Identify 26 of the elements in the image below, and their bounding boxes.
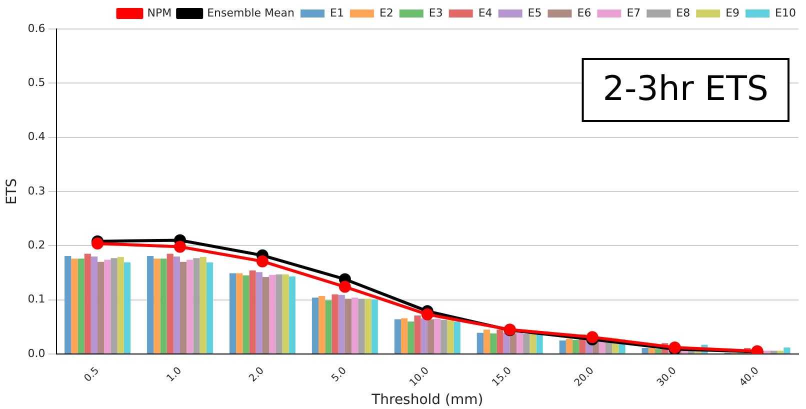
legend-label: E2 <box>379 6 394 20</box>
legend-label: E3 <box>428 6 443 20</box>
x-tick-label: 5.0 <box>330 365 349 384</box>
legend-label: E10 <box>775 6 796 20</box>
y-axis-title: ETS <box>4 178 20 205</box>
y-tick-label: 0.4 <box>28 130 46 144</box>
legend-label: E4 <box>478 6 492 20</box>
legend-label: NPM <box>147 6 172 20</box>
annotation: 2-3hr ETS <box>602 68 768 109</box>
legend-label: E1 <box>330 6 344 20</box>
legend-label: Ensemble Mean <box>207 6 295 20</box>
y-tick-label: 0.3 <box>28 184 46 198</box>
y-tick-label: 0.6 <box>28 22 46 35</box>
y-tick-label: 0.5 <box>28 76 46 90</box>
legend-label: E8 <box>676 6 690 20</box>
legend-label: E6 <box>577 6 592 20</box>
x-axis-title: Threshold (mm) <box>370 392 484 408</box>
x-tick-label: 0.5 <box>82 365 102 384</box>
legend-label: E7 <box>626 6 641 20</box>
y-tick-label: 0.2 <box>28 238 46 252</box>
y-tick-label: 0.1 <box>28 292 46 306</box>
legend-label: E9 <box>726 6 740 20</box>
x-tick-label: 2.0 <box>247 365 266 384</box>
legend-label: E5 <box>528 6 542 20</box>
x-tick-label: 1.0 <box>164 365 184 384</box>
y-tick-label: 0.0 <box>28 346 46 360</box>
